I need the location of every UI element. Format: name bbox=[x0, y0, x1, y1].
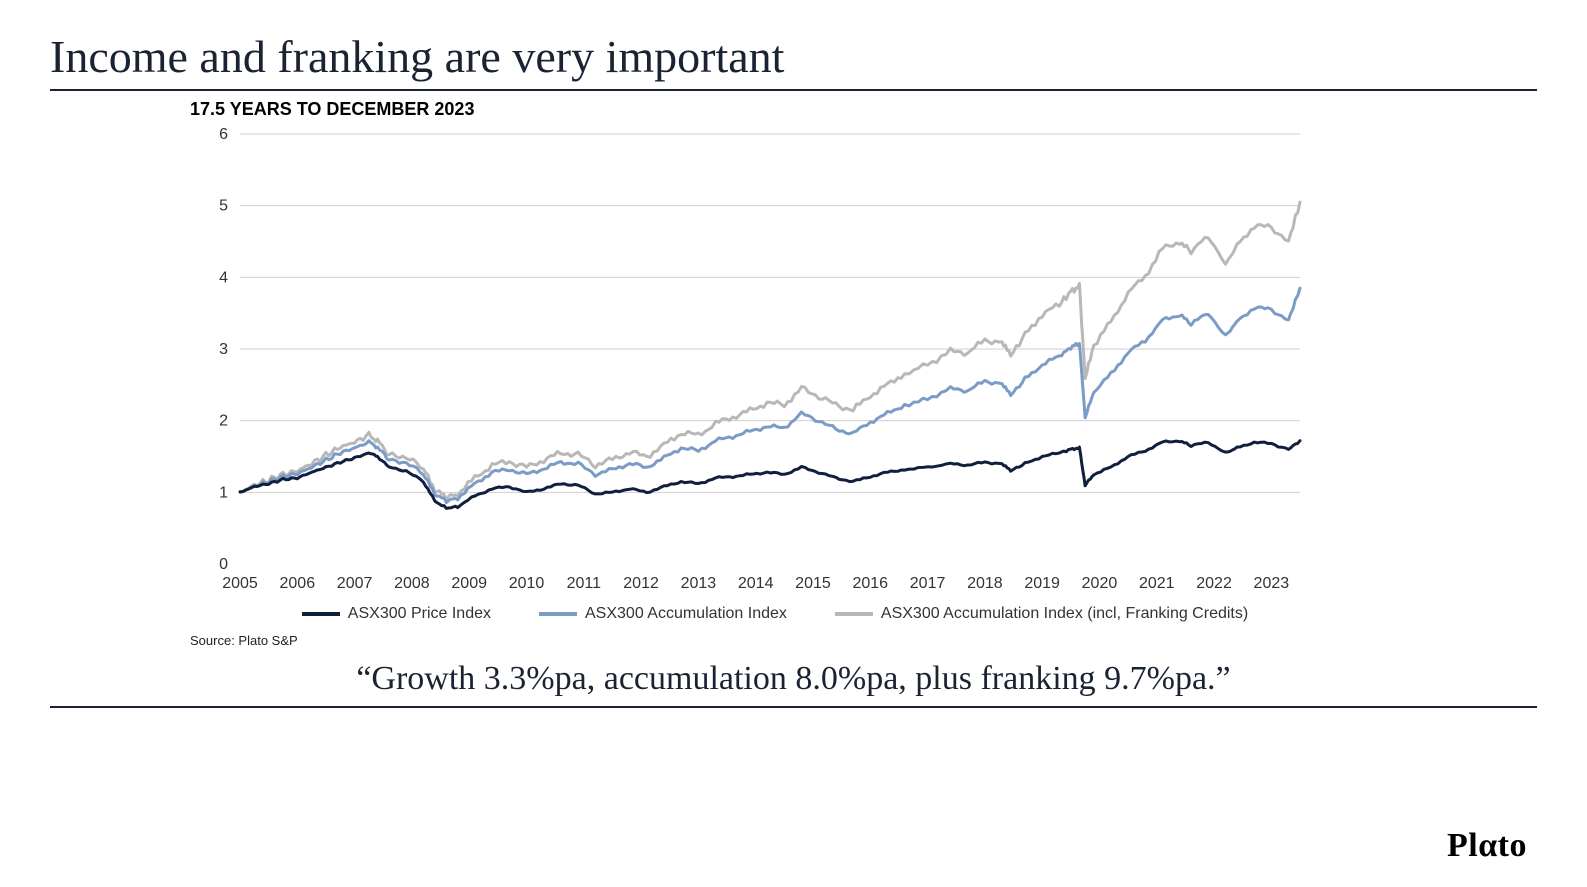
legend-item: ASX300 Accumulation Index bbox=[539, 605, 787, 623]
bottom-rule bbox=[50, 706, 1537, 708]
svg-text:2009: 2009 bbox=[451, 575, 487, 592]
svg-text:2013: 2013 bbox=[681, 575, 717, 592]
legend-label: ASX300 Accumulation Index (incl, Frankin… bbox=[881, 605, 1248, 623]
svg-text:2023: 2023 bbox=[1254, 575, 1290, 592]
svg-text:2005: 2005 bbox=[222, 575, 258, 592]
legend-item: ASX300 Price Index bbox=[302, 605, 491, 623]
title-rule bbox=[50, 89, 1537, 91]
legend-label: ASX300 Accumulation Index bbox=[585, 605, 787, 623]
svg-text:2018: 2018 bbox=[967, 575, 1003, 592]
legend-swatch bbox=[539, 612, 577, 616]
chart-legend: ASX300 Price Index ASX300 Accumulation In… bbox=[190, 605, 1360, 623]
svg-text:3: 3 bbox=[219, 341, 228, 358]
page-title: Income and franking are very important bbox=[50, 30, 1537, 83]
brand-logo: Plαto bbox=[1447, 827, 1527, 865]
svg-text:2015: 2015 bbox=[795, 575, 831, 592]
slide: Income and franking are very important 1… bbox=[0, 0, 1587, 887]
summary-quote: “Growth 3.3%pa, accumulation 8.0%pa, plu… bbox=[50, 660, 1537, 698]
chart-container: 17.5 YEARS TO DECEMBER 2023 0 1 2 3 4 5 6 2005 2… bbox=[190, 99, 1360, 648]
chart-subtitle: 17.5 YEARS TO DECEMBER 2023 bbox=[190, 99, 1360, 120]
legend-swatch bbox=[835, 612, 873, 616]
svg-text:1: 1 bbox=[219, 484, 228, 501]
svg-text:2021: 2021 bbox=[1139, 575, 1175, 592]
legend-label: ASX300 Price Index bbox=[348, 605, 491, 623]
svg-text:2014: 2014 bbox=[738, 575, 774, 592]
svg-text:5: 5 bbox=[219, 198, 228, 215]
svg-text:4: 4 bbox=[219, 269, 228, 286]
svg-text:2022: 2022 bbox=[1196, 575, 1232, 592]
svg-text:2008: 2008 bbox=[394, 575, 430, 592]
chart-source: Source: Plato S&P bbox=[190, 633, 1360, 648]
legend-item: ASX300 Accumulation Index (incl, Frankin… bbox=[835, 605, 1248, 623]
svg-text:2010: 2010 bbox=[509, 575, 545, 592]
svg-text:2006: 2006 bbox=[280, 575, 316, 592]
svg-text:2012: 2012 bbox=[623, 575, 659, 592]
svg-text:6: 6 bbox=[219, 126, 228, 143]
svg-text:2017: 2017 bbox=[910, 575, 946, 592]
svg-text:2011: 2011 bbox=[567, 575, 602, 592]
svg-text:2016: 2016 bbox=[852, 575, 888, 592]
svg-text:0: 0 bbox=[219, 556, 228, 573]
svg-text:2020: 2020 bbox=[1082, 575, 1118, 592]
svg-text:2: 2 bbox=[219, 413, 228, 430]
svg-text:2007: 2007 bbox=[337, 575, 373, 592]
svg-text:2019: 2019 bbox=[1024, 575, 1060, 592]
legend-swatch bbox=[302, 612, 340, 616]
line-chart: 0 1 2 3 4 5 6 2005 2006 2007 2008 2009 2010 2011 2012 2… bbox=[190, 124, 1310, 599]
